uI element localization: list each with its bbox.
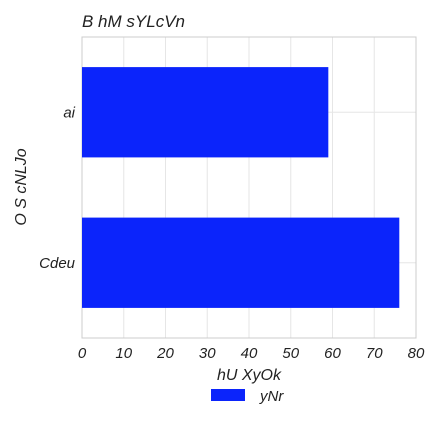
x-tick-labels: 0 10 20 30 40 50 60 70 80 xyxy=(78,345,425,362)
bar-cdeu xyxy=(82,217,400,308)
x-axis-label: hU XyOk xyxy=(217,367,282,384)
plot-area-frame xyxy=(81,36,417,339)
x-tick-label: 50 xyxy=(282,345,299,362)
legend-label: yNr xyxy=(259,388,284,405)
bar-ai xyxy=(82,67,329,158)
y-tick-label: Cdeu xyxy=(39,255,76,272)
x-tick-label: 70 xyxy=(366,345,383,362)
y-tick-label: ai xyxy=(63,104,75,121)
x-tick-label: 40 xyxy=(241,345,258,362)
y-tick-labels: ai Cdeu xyxy=(39,104,76,272)
x-tick-label: 10 xyxy=(115,345,132,362)
x-tick-label: 80 xyxy=(408,345,425,362)
x-tick-label: 30 xyxy=(199,345,216,362)
chart-title: B hM sYLcVn xyxy=(82,12,185,31)
x-tick-label: 0 xyxy=(78,345,87,362)
legend: yNr xyxy=(211,388,284,405)
y-axis-label: O S cNLJo xyxy=(13,148,30,225)
x-tick-label: 60 xyxy=(324,345,341,362)
x-tick-label: 20 xyxy=(156,345,174,362)
bars xyxy=(82,67,400,308)
legend-swatch xyxy=(211,389,245,401)
